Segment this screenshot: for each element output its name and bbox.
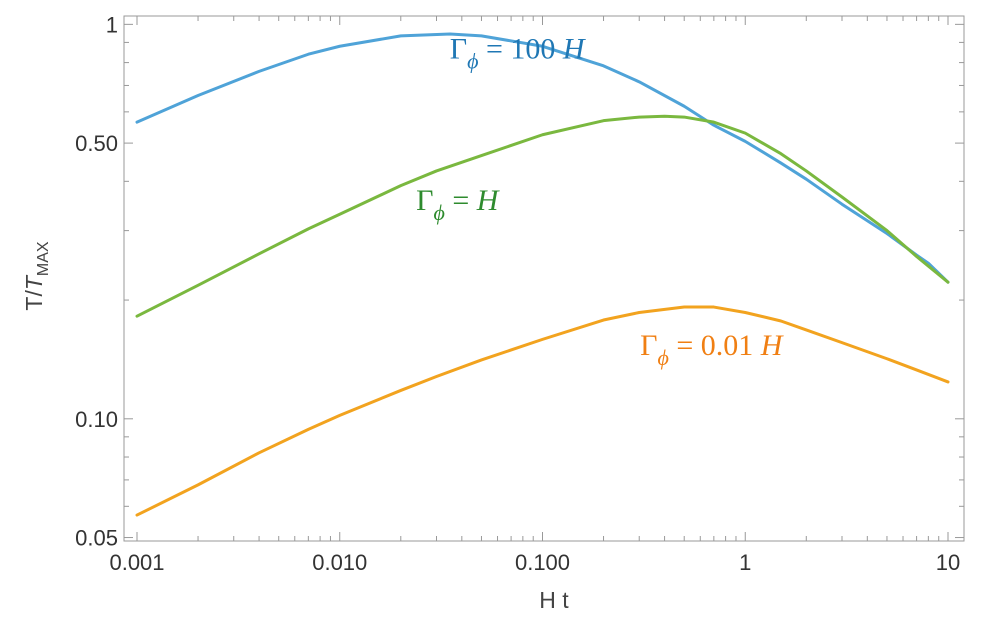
curve-label-sub: ϕ bbox=[433, 200, 444, 225]
series-line-0 bbox=[135, 32, 950, 284]
y-tick-label: 0.50 bbox=[75, 131, 118, 156]
x-axis-title: H t bbox=[539, 587, 569, 613]
y-axis-title-main: T/ bbox=[21, 290, 47, 311]
y-tick-label: 0.10 bbox=[75, 407, 118, 432]
y-tick-label: 0.05 bbox=[75, 526, 118, 551]
x-tick-label: 1 bbox=[739, 550, 751, 575]
x-tick-label: 0.010 bbox=[312, 550, 367, 575]
curve-label-rest: = 0.01 bbox=[669, 329, 761, 362]
curve-label-h: H bbox=[760, 329, 785, 362]
curve-label-h: H bbox=[476, 184, 501, 217]
y-axis-title: T/TMAX bbox=[21, 241, 52, 311]
y-axis-title-sub: MAX bbox=[35, 241, 52, 276]
ticks bbox=[124, 16, 964, 541]
x-tick-label: 0.001 bbox=[109, 550, 164, 575]
curve-label-gamma: Γ bbox=[416, 184, 433, 217]
curve-label-h: H bbox=[562, 32, 587, 65]
x-tick-label: 0.100 bbox=[515, 550, 570, 575]
tick-labels: 0.001 0.010 0.100 1 10 1 0.50 0.10 0.05 bbox=[75, 12, 960, 575]
curve-label-gamma: Γ bbox=[640, 329, 657, 362]
curve-label-sub: ϕ bbox=[657, 345, 668, 370]
curve-label-0: Γϕ = 100 H bbox=[450, 32, 587, 73]
series-group bbox=[135, 32, 950, 517]
curve-labels: Γϕ = 100 HΓϕ = HΓϕ = 0.01 H bbox=[416, 32, 785, 370]
x-tick-label: 10 bbox=[936, 550, 960, 575]
curve-label-1: Γϕ = H bbox=[416, 184, 501, 225]
curve-label-rest: = 100 bbox=[478, 32, 562, 65]
y-tick-label: 1 bbox=[106, 12, 118, 37]
curve-label-sub: ϕ bbox=[467, 48, 478, 73]
curve-label-gamma: Γ bbox=[450, 32, 467, 65]
curve-label-rest: = bbox=[445, 184, 477, 217]
series-line-2 bbox=[135, 305, 950, 517]
curve-label-2: Γϕ = 0.01 H bbox=[640, 329, 785, 370]
series-line-1 bbox=[135, 114, 950, 318]
plot-frame bbox=[123, 15, 965, 542]
y-axis-title-italic: T bbox=[21, 274, 47, 290]
